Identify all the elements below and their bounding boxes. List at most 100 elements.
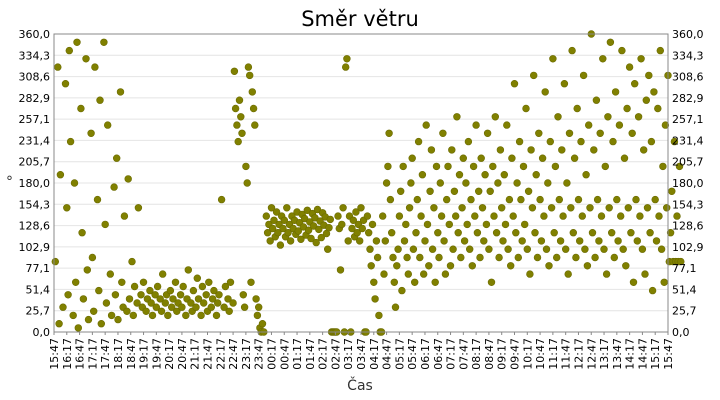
data-point — [235, 96, 244, 104]
data-point — [409, 245, 418, 253]
x-tick-label: 15:47 — [662, 338, 675, 370]
data-point — [578, 212, 586, 220]
data-point — [630, 79, 639, 88]
data-point — [214, 299, 222, 307]
data-point — [536, 195, 544, 204]
data-point — [486, 187, 494, 196]
data-point — [427, 146, 436, 154]
data-point — [182, 311, 190, 320]
data-point — [458, 204, 466, 212]
data-point — [568, 46, 576, 55]
data-point — [344, 237, 352, 245]
data-point — [64, 291, 72, 299]
data-point — [656, 46, 664, 55]
data-point — [237, 113, 245, 121]
y-tick-label: 51,4 — [26, 283, 51, 296]
y-tick-label-right: 128,6 — [672, 220, 704, 233]
data-point — [645, 71, 653, 80]
data-point — [550, 229, 558, 237]
data-point — [532, 171, 540, 179]
data-point — [284, 229, 292, 237]
data-point — [514, 253, 522, 262]
data-point — [353, 229, 361, 237]
data-point — [116, 88, 125, 96]
data-point — [147, 299, 155, 307]
y-tick-label-right: 360,0 — [672, 28, 704, 41]
data-point — [107, 311, 116, 320]
data-point — [435, 253, 443, 262]
data-point — [193, 274, 202, 282]
data-point — [390, 278, 398, 286]
data-point — [659, 162, 667, 171]
data-point — [606, 38, 615, 46]
data-point — [382, 179, 391, 187]
data-point — [428, 245, 437, 253]
data-point — [481, 171, 489, 179]
data-point — [207, 303, 216, 311]
data-point — [462, 179, 470, 187]
y-tick-label: 0,0 — [33, 326, 51, 339]
data-point — [417, 212, 425, 220]
data-point — [538, 154, 547, 162]
data-point — [384, 162, 392, 171]
data-point — [197, 311, 205, 320]
data-point — [184, 266, 193, 274]
x-tick-label: 12:47 — [585, 338, 598, 370]
data-point — [297, 235, 305, 244]
x-tick-label: 22:17 — [214, 338, 227, 370]
data-point — [537, 237, 546, 245]
x-tick-label: 03:47 — [355, 338, 368, 370]
data-point — [225, 307, 233, 315]
data-point — [171, 278, 180, 286]
data-point — [666, 229, 675, 237]
data-point — [352, 208, 360, 216]
data-point — [654, 104, 662, 113]
data-point — [505, 195, 514, 204]
y-tick-label: 282,9 — [19, 92, 51, 105]
data-point — [124, 175, 132, 183]
y-tick-label-right: 77,1 — [672, 262, 697, 275]
data-point — [650, 88, 658, 96]
data-point — [95, 286, 103, 295]
data-point — [622, 262, 630, 270]
data-point — [573, 104, 581, 113]
data-point — [627, 229, 635, 237]
data-point — [472, 121, 480, 129]
data-point — [605, 204, 613, 212]
data-point — [286, 237, 295, 245]
data-point — [187, 299, 195, 307]
data-point — [153, 282, 162, 291]
data-point — [455, 171, 464, 179]
x-tick-label: 06:17 — [419, 338, 432, 370]
data-point — [593, 195, 602, 204]
data-point — [540, 212, 548, 220]
data-point — [412, 229, 420, 237]
x-tick-label: 08:17 — [470, 338, 483, 370]
data-point — [490, 212, 498, 220]
data-point — [77, 104, 85, 113]
data-point — [564, 270, 572, 278]
data-point — [356, 237, 364, 245]
data-point — [87, 129, 95, 138]
data-point — [510, 79, 519, 88]
data-point — [61, 79, 70, 88]
data-point — [84, 315, 93, 324]
y-tick-label: 360,0 — [19, 28, 51, 41]
x-tick-label: 20:17 — [163, 338, 176, 370]
data-point — [420, 270, 428, 278]
data-point — [478, 204, 487, 212]
data-point — [588, 229, 597, 237]
data-point — [482, 220, 491, 229]
data-point — [243, 179, 251, 187]
data-point — [252, 295, 260, 303]
data-point — [89, 307, 98, 315]
data-point — [643, 204, 652, 212]
x-tick-label: 19:17 — [138, 338, 151, 370]
data-point — [544, 179, 552, 187]
data-point — [466, 245, 474, 253]
data-point — [74, 324, 83, 332]
data-point — [567, 204, 575, 212]
data-point — [414, 137, 423, 146]
x-tick-label: 00:47 — [278, 338, 291, 370]
x-tick-label: 23:47 — [253, 338, 266, 370]
